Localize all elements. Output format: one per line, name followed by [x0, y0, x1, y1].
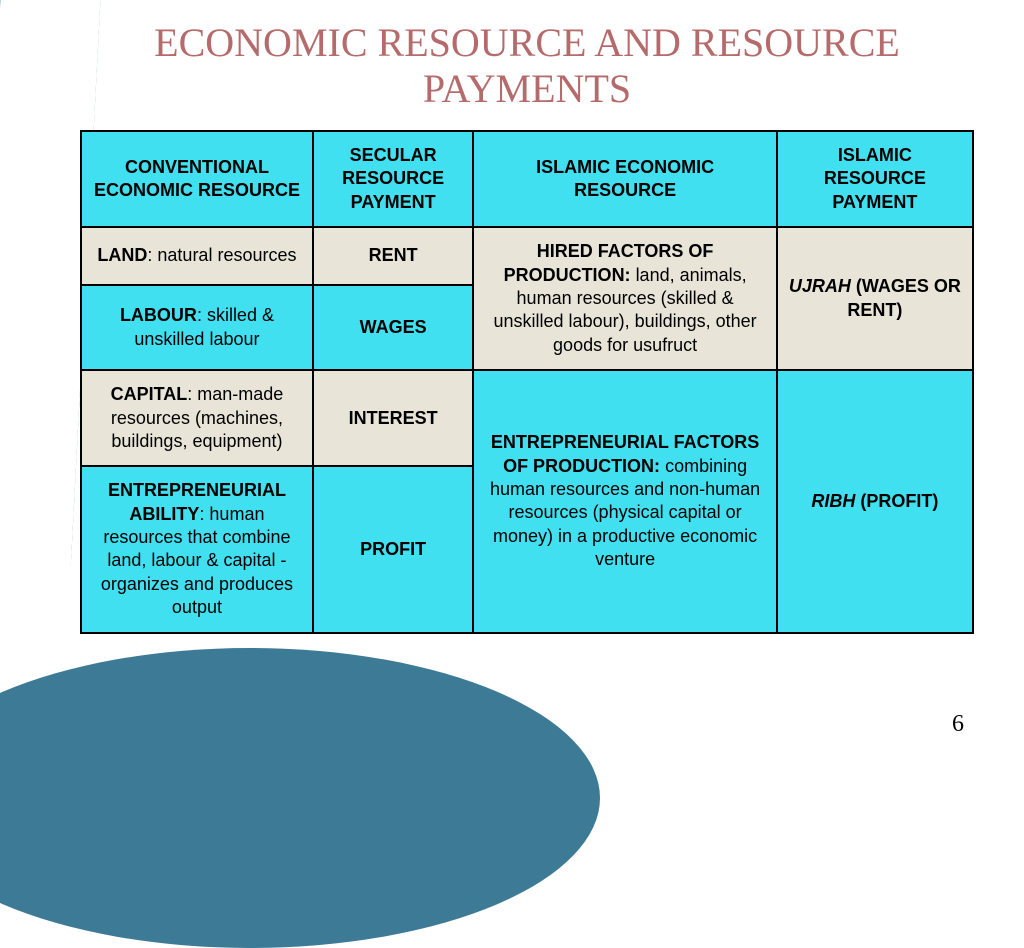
- cell-italic: RIBH: [811, 491, 855, 511]
- th-islamic-resource: ISLAMIC ECONOMIC RESOURCE: [473, 131, 776, 227]
- cell-bold: CAPITAL: [111, 384, 188, 404]
- th-islamic-payment: ISLAMIC RESOURCE PAYMENT: [777, 131, 973, 227]
- slide-content: ECONOMIC RESOURCE AND RESOURCE PAYMENTS …: [0, 0, 1024, 634]
- cell-capital: CAPITAL: man-made resources (machines, b…: [81, 370, 313, 466]
- cell-profit: PROFIT: [313, 466, 474, 632]
- cell-interest: INTEREST: [313, 370, 474, 466]
- table-header-row: CONVENTIONAL ECONOMIC RESOURCE SECULAR R…: [81, 131, 973, 227]
- cell-entrepreneurial-factors: ENTREPRENEURIAL FACTORS OF PRODUCTION: c…: [473, 370, 776, 633]
- cell-bold: LAND: [97, 245, 147, 265]
- cell-rest: (WAGES OR RENT): [847, 276, 961, 319]
- table-row: CAPITAL: man-made resources (machines, b…: [81, 370, 973, 466]
- cell-bold: LABOUR: [120, 305, 197, 325]
- cell-italic: UJRAH: [789, 276, 851, 296]
- cell-labour: LABOUR: skilled & unskilled labour: [81, 285, 313, 370]
- cell-hired-factors: HIRED FACTORS OF PRODUCTION: land, anima…: [473, 227, 776, 370]
- resource-payments-table: CONVENTIONAL ECONOMIC RESOURCE SECULAR R…: [80, 130, 974, 634]
- cell-rest: : natural resources: [147, 245, 296, 265]
- cell-ujrah: UJRAH (WAGES OR RENT): [777, 227, 973, 370]
- page-number: 6: [952, 711, 964, 738]
- th-conventional-resource: CONVENTIONAL ECONOMIC RESOURCE: [81, 131, 313, 227]
- slide-bottom-swoosh: [0, 648, 600, 948]
- cell-wages: WAGES: [313, 285, 474, 370]
- cell-ribh: RIBH (PROFIT): [777, 370, 973, 633]
- cell-entrepreneurial-ability: ENTREPRENEURIAL ABILITY: human resources…: [81, 466, 313, 632]
- slide-title: ECONOMIC RESOURCE AND RESOURCE PAYMENTS: [80, 20, 974, 112]
- th-secular-payment: SECULAR RESOURCE PAYMENT: [313, 131, 474, 227]
- cell-rent: RENT: [313, 227, 474, 285]
- cell-land: LAND: natural resources: [81, 227, 313, 285]
- cell-rest: (PROFIT): [855, 491, 938, 511]
- table-row: LAND: natural resources RENT HIRED FACTO…: [81, 227, 973, 285]
